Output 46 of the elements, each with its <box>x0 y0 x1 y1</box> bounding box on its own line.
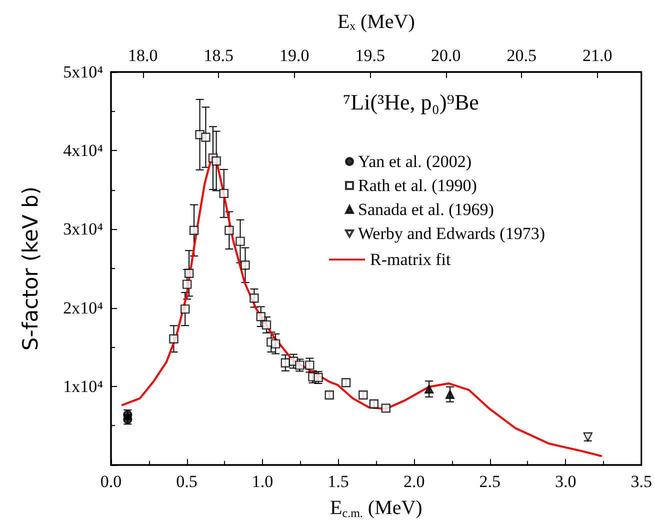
y-tick-label: 4x10⁴ <box>63 141 104 160</box>
point <box>236 236 245 246</box>
point <box>424 384 434 394</box>
y-tick-label: 5x10⁴ <box>63 62 104 82</box>
point <box>212 156 221 166</box>
point <box>184 268 194 278</box>
legend-label: Sanada et al. (1969) <box>358 200 494 219</box>
x2-tick-label: 21.0 <box>582 46 612 65</box>
point <box>445 390 455 399</box>
x2-axis-title: Eₓ (MeV) <box>337 11 415 33</box>
x-tick-label: 2.0 <box>403 472 425 491</box>
point <box>305 360 314 370</box>
legend-label: Werby and Edwards (1973) <box>358 224 545 243</box>
point <box>250 294 259 303</box>
point <box>169 334 178 344</box>
x2-tick-label: 19.5 <box>355 46 385 65</box>
legend-label: R-matrix fit <box>370 250 452 269</box>
point <box>262 320 272 330</box>
legend-label: Yan et al. (2002) <box>358 152 472 171</box>
x-tick-label: 2.5 <box>479 472 500 491</box>
point <box>240 260 250 270</box>
point <box>182 280 192 289</box>
point <box>201 132 210 142</box>
point <box>256 312 266 322</box>
point <box>224 226 234 235</box>
legend-label: Rath et al. (1990) <box>358 176 477 195</box>
point <box>270 339 280 348</box>
y-tick-label: 3x10⁴ <box>63 220 104 239</box>
point <box>189 226 199 235</box>
point <box>219 188 228 198</box>
x-tick-label: 0.0 <box>100 472 122 491</box>
x2-tick-label: 20.0 <box>431 46 461 65</box>
y-tick-label: 1x10⁴ <box>63 376 104 396</box>
x2-tick-label: 18.0 <box>128 46 158 65</box>
x2-tick-label: 20.5 <box>506 46 537 65</box>
y-tick-label: 2x10⁴ <box>63 298 104 318</box>
legend-title: ⁷Li(³He, p₀)⁹Be <box>343 90 479 114</box>
y-axis-title: S-factor (keV b) <box>18 186 42 351</box>
x2-tick-label: 18.5 <box>204 46 234 65</box>
x-tick-label: 3.0 <box>554 472 576 491</box>
x-tick-label: 1.0 <box>252 472 274 491</box>
x-tick-label: 1.5 <box>328 472 349 491</box>
x-tick-label: 3.5 <box>630 472 652 491</box>
x-tick-label: 0.5 <box>176 472 198 491</box>
point <box>180 304 190 314</box>
x2-tick-label: 19.0 <box>279 46 310 65</box>
